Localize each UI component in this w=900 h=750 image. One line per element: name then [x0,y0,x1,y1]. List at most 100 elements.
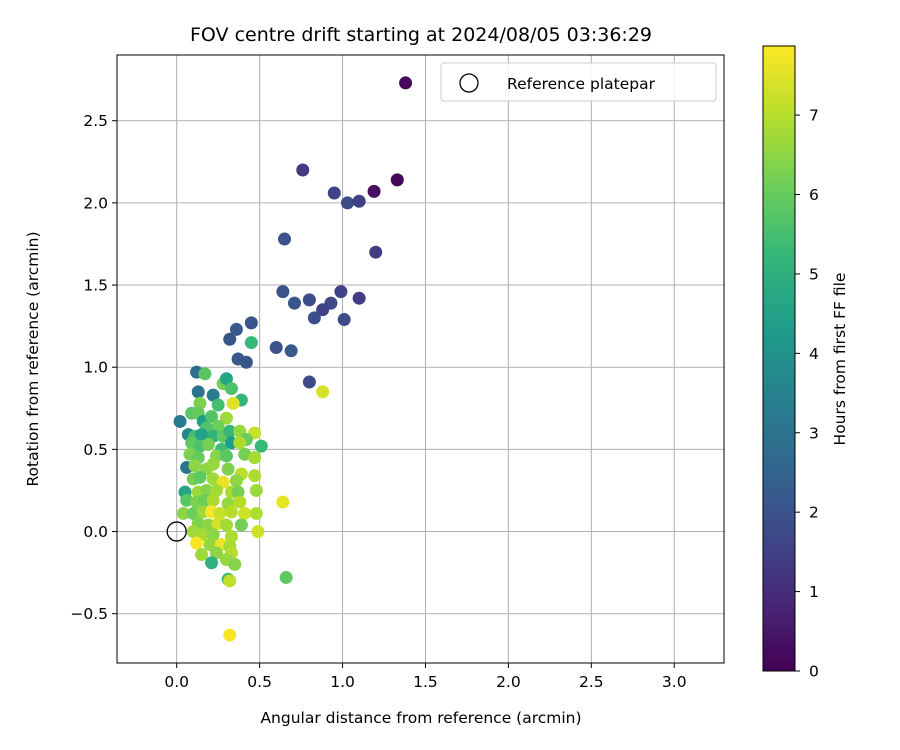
scatter-point [206,493,220,507]
scatter-point [200,483,214,497]
scatter-point [206,472,220,486]
legend-marker-icon [459,73,479,93]
scatter-point [248,469,262,483]
scatter-point [206,388,220,402]
legend-box [440,62,717,102]
scatter-point [249,506,263,520]
scatter-point [223,574,237,588]
y-tick-label: 1.0 [83,359,108,377]
scatter-point [173,414,187,428]
scatter-point [206,457,220,471]
scatter-point [244,336,258,350]
scatter-point [276,285,290,299]
y-axis-ticks: −0.5 0.0 0.5 1.0 1.5 2.0 2.5 [70,112,117,623]
colorbar-tick-label: 4 [809,345,819,363]
scatter-point [211,398,225,412]
scatter-point [307,311,321,325]
colorbar-label: Hours from first FF file [831,273,849,446]
scatter-point [399,76,413,90]
scatter-point [195,548,209,562]
scatter-point [224,505,238,519]
x-tick-label: 3.0 [662,673,687,691]
scatter-point [229,322,243,336]
scatter-point [324,296,338,310]
x-tick-label: 0.5 [247,673,272,691]
scatter-point [221,462,235,476]
scatter-point [210,483,224,497]
legend: Reference platepar [440,62,717,102]
colorbar-tick-label: 3 [809,424,819,442]
colorbar-ticks: 0 1 2 3 4 5 6 7 [795,107,819,681]
scatter-point [201,437,215,451]
scatter-point [251,525,265,539]
scatter-point [276,495,290,509]
scatter-point [228,557,242,571]
scatter-point [238,506,252,520]
scatter-point [180,493,194,507]
scatter-point [269,340,283,354]
scatter-point [213,506,227,520]
scatter-point [176,506,190,520]
y-tick-label: 0.0 [83,523,108,541]
scatter-point [219,411,233,425]
scatter-point [254,439,268,453]
grid-lines [117,55,724,663]
scatter-point [284,344,298,358]
scatter-point [367,184,381,198]
data-points [173,76,413,642]
scatter-point [219,449,233,463]
legend-entry-label: Reference platepar [507,75,656,93]
colorbar-tick-label: 7 [809,107,819,125]
reference-point [166,521,187,542]
reference-marker [166,521,187,542]
scatter-point [390,173,404,187]
scatter-point [244,316,258,330]
scatter-point [201,518,215,532]
x-tick-label: 0.0 [164,673,189,691]
scatter-point [224,529,238,543]
scatter-point [287,296,301,310]
scatter-point [223,332,237,346]
colorbar-tick-label: 0 [809,663,819,681]
scatter-point [233,436,247,450]
x-axis-label: Angular distance from reference (arcmin) [260,709,581,727]
y-tick-label: 2.5 [83,112,108,130]
scatter-point [248,451,262,465]
scatter-point [219,518,233,532]
y-axis-label: Rotation from reference (arcmin) [24,231,42,486]
scatter-point [211,419,225,433]
scatter-point [279,571,293,585]
scatter-point [302,293,316,307]
colorbar-gradient [762,45,796,672]
scatter-point [193,470,207,484]
scatter-point [302,375,316,389]
scatter-point [296,163,310,177]
plot-frame [116,54,725,664]
x-tick-label: 1.0 [330,673,355,691]
scatter-point [205,556,219,570]
scatter-point [205,410,219,424]
colorbar-tick-label: 1 [809,583,819,601]
scatter-point [229,474,243,488]
scatter-point [334,285,348,299]
scatter-point [327,186,341,200]
scatter-point [191,385,205,399]
y-tick-label: 2.0 [83,194,108,212]
scatter-point [231,485,245,499]
colorbar-tick-label: 2 [809,504,819,522]
colorbar-tick-label: 5 [809,265,819,283]
scatter-point [233,495,247,509]
scatter-point [316,385,330,399]
scatter-point [223,424,237,438]
colorbar: 0 1 2 3 4 5 6 7 Hours from first FF file [762,45,849,681]
scatter-point [195,428,209,442]
x-axis-ticks: 0.0 0.5 1.0 1.5 2.0 2.5 3.0 [164,663,687,691]
scatter-point [249,483,263,497]
scatter-point [198,367,212,381]
scatter-point [224,382,238,396]
scatter-point [190,536,204,550]
scatter-point [193,396,207,410]
scatter-point [238,447,252,461]
y-tick-label: 0.5 [83,441,108,459]
